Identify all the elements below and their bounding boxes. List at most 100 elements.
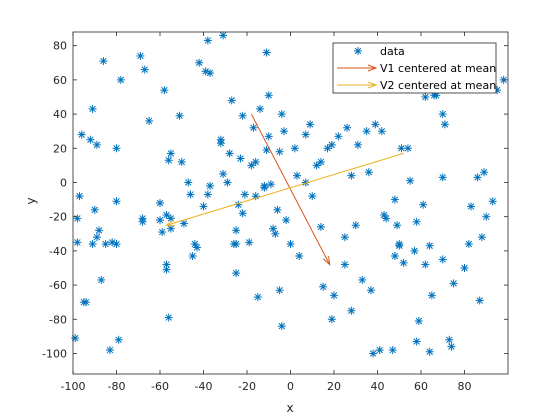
data-point [195,58,204,67]
data-point [271,229,280,238]
data-point [282,216,291,225]
data-point [216,139,225,148]
data-point [203,36,212,45]
y-tick-label: -20 [49,211,67,224]
data-point [275,147,284,156]
legend-marker-data [354,47,362,55]
data-point [223,178,232,187]
data-point [138,217,147,226]
data-point [330,291,338,300]
data-point [101,240,110,249]
x-tick-label: -20 [238,380,256,393]
data-point [308,192,317,201]
data-point [112,240,121,249]
data-point [273,205,282,214]
data-point [88,104,97,113]
data-point [323,144,332,153]
data-point [236,154,245,163]
data-point [203,190,212,199]
data-point [464,240,473,249]
data-point [397,144,406,153]
data-point [86,135,95,144]
data-point [245,238,254,247]
data-point [410,246,419,255]
x-tick-label: -80 [108,380,126,393]
x-tick-label: -40 [195,380,213,393]
data-point [334,132,343,141]
vector-v2-arrow [165,152,404,227]
data-point [164,313,173,322]
data-point [166,224,175,233]
data-point [277,110,286,119]
data-point [306,120,315,129]
data-point [177,157,186,166]
data-point [425,347,434,356]
y-axis-label: y [24,197,38,204]
data-point [327,315,336,324]
data-point [232,226,241,235]
data-point [116,75,125,84]
x-tick-label: 20 [327,380,341,393]
data-point [73,238,82,247]
data-point [136,51,145,60]
data-point [140,65,149,74]
data-point [340,233,349,242]
data-point [264,91,273,100]
data-point [166,214,175,223]
data-point [247,161,256,170]
data-point [477,233,486,242]
data-point [206,69,215,78]
data-point [290,144,299,153]
data-point [390,195,399,204]
data-point [440,120,449,129]
data-point [277,322,286,331]
data-point [156,216,164,225]
data-point [347,306,356,315]
data-point [353,140,362,149]
data-point [369,349,378,358]
data-point [482,212,491,221]
data-point [162,210,171,219]
data-point [438,173,447,182]
data-point [162,265,171,274]
data-point [99,57,108,66]
data-point [366,286,375,295]
y-tick-label: -60 [49,279,67,292]
x-tick-label: -60 [151,380,169,393]
data-point [406,176,415,185]
data-point [475,296,484,305]
x-tick-label: -100 [61,380,86,393]
data-point [438,110,447,119]
data-point [232,269,241,278]
data-point [225,149,234,158]
data-point [301,178,310,187]
data-point [251,157,260,166]
data-point [421,260,430,269]
y-tick-label: 40 [53,108,67,121]
data-point [316,222,325,231]
data-point [264,132,273,141]
data-point [262,48,271,57]
x-tick-label: 0 [287,380,294,393]
data-point [286,240,295,249]
data-point [240,190,249,199]
data-point [295,252,304,261]
data-point [88,240,97,249]
data-point [364,168,373,177]
data-point [256,104,265,113]
data-point [105,346,114,355]
y-tick-label: 20 [53,142,67,155]
data-point [92,140,101,149]
data-point [238,209,247,218]
axes: -100 -80 -60 -40 -20 0 20 40 60 80 -100 -80 -60 -40 -2… [42,31,509,393]
data-point [393,221,402,230]
x-tick-label: 40 [371,380,385,393]
y-tick-label: -40 [49,245,67,258]
y-tick-label: -80 [49,313,67,326]
data-point [447,342,456,351]
data-point [375,346,384,355]
data-point [90,205,99,214]
x-tick-label: 80 [458,380,472,393]
data-point [77,130,86,139]
data-point [473,173,482,182]
